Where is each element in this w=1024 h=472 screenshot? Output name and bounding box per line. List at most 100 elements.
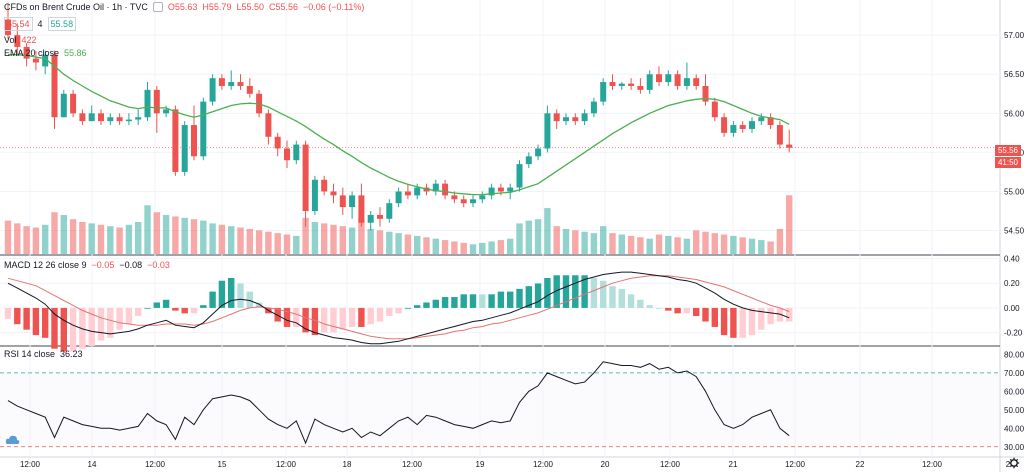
volume-bar: [637, 237, 644, 254]
macd-histogram-bar: [200, 305, 207, 308]
candle-body: [23, 46, 30, 59]
macd-histogram-bar: [507, 291, 514, 308]
macd-histogram-bar: [516, 288, 523, 308]
time-tick-label: 20: [601, 460, 610, 469]
settings-gear-icon[interactable]: [1008, 457, 1020, 469]
macd-histogram-bar: [51, 307, 58, 349]
macd-legend[interactable]: MACD 12 26 close 9 −0.05 −0.08 −0.03: [4, 260, 170, 270]
candle-body: [646, 74, 653, 90]
candle-body: [656, 74, 662, 83]
volume-bar: [739, 237, 746, 254]
volume-bar: [544, 208, 551, 254]
macd-histogram-bar: [553, 275, 560, 308]
macd-histogram-bar: [144, 307, 151, 309]
time-tick-label: 21: [729, 460, 738, 469]
macd-histogram-bar: [497, 291, 505, 308]
candle-body: [311, 179, 318, 212]
macd-histogram-bar: [460, 294, 467, 308]
candle-body: [116, 117, 123, 122]
candle-body: [42, 54, 49, 67]
volume-bar: [79, 222, 86, 254]
macd-hist-value: −0.05: [91, 260, 115, 270]
volume-bar: [562, 228, 570, 254]
macd-histogram-bar: [274, 307, 281, 322]
ema-label: EMA 20 close: [4, 48, 60, 58]
macd-histogram-bar: [544, 278, 551, 308]
volume-bar: [553, 226, 560, 254]
candle-body: [209, 78, 216, 102]
visibility-toggle-icon[interactable]: [152, 2, 163, 12]
macd-label: MACD 12 26 close 9: [4, 260, 87, 270]
volume-bar: [60, 215, 67, 254]
candle-body: [451, 195, 458, 200]
macd-histogram-bar: [423, 302, 430, 308]
candle-body: [460, 199, 467, 204]
volume-bar: [237, 227, 244, 254]
volume-bar: [181, 217, 188, 254]
macd-histogram-bar: [107, 307, 114, 338]
macd-histogram-bar: [767, 307, 774, 325]
macd-histogram-bar: [739, 307, 746, 338]
candle-body: [535, 148, 542, 157]
time-tick-label: 12:00: [145, 460, 166, 469]
macd-tick-label: 0.00: [1004, 304, 1020, 313]
candle-body: [711, 101, 718, 118]
volume-bar: [42, 224, 49, 254]
macd-histogram-bar: [23, 307, 30, 330]
ema-legend[interactable]: EMA 20 close 55.86: [4, 48, 87, 58]
symbol-legend[interactable]: CFDs on Brent Crude Oil · 1h · TVC O55.6…: [4, 2, 364, 12]
candle-body: [665, 74, 672, 83]
volume-bar: [786, 195, 793, 254]
macd-histogram-bar: [702, 307, 709, 322]
macd-histogram-bar: [637, 299, 644, 308]
volume-bar: [627, 235, 635, 254]
macd-tick-label: 0.40: [1004, 254, 1020, 263]
macd-histogram-bar: [758, 307, 765, 330]
volume-bar: [97, 224, 105, 254]
volume-bar: [4, 220, 12, 254]
volume-bar: [330, 224, 337, 254]
volume-bar: [525, 220, 532, 254]
macd-tick-label: -0.20: [1004, 329, 1023, 338]
macd-histogram-bar: [246, 291, 253, 308]
macd-histogram-bar: [97, 307, 105, 341]
volume-bar: [153, 212, 160, 254]
volume-legend[interactable]: Vol 422: [4, 35, 37, 45]
volume-bar: [683, 238, 691, 254]
ema-value: 55.86: [64, 48, 87, 58]
candle-body: [135, 117, 142, 120]
cloud-icon[interactable]: [5, 433, 21, 447]
ohlc-close: C55.56: [268, 2, 299, 12]
macd-signal-value: −0.03: [147, 260, 170, 270]
candle-body: [274, 136, 281, 149]
time-tick-label: 18: [343, 460, 352, 469]
rsi-legend[interactable]: RSI 14 close 36.23: [4, 349, 83, 359]
macd-histogram-bar: [627, 294, 635, 308]
macd-histogram-bar: [135, 307, 142, 317]
candle-body: [32, 58, 39, 63]
volume-bar: [14, 223, 21, 254]
volume-label: Vol: [4, 35, 17, 45]
candle-body: [683, 78, 690, 86]
symbol-label[interactable]: CFDs on Brent Crude Oil · 1h · TVC: [4, 2, 148, 12]
time-tick-label: 19: [476, 460, 485, 469]
volume-bar: [460, 242, 467, 254]
volume-bar: [293, 235, 300, 254]
time-tick-label: 14: [88, 460, 97, 469]
macd-histogram-bar: [618, 288, 625, 308]
candle-body: [88, 113, 95, 122]
ask-price-box[interactable]: 55.58: [47, 17, 77, 31]
volume-bar: [339, 226, 346, 254]
candle-body: [172, 109, 179, 172]
price-tick-label: 56.00: [1004, 109, 1024, 118]
candle-body: [470, 199, 476, 204]
volume-bar: [758, 240, 765, 254]
rsi-value: 36.23: [60, 349, 83, 359]
volume-bar: [507, 238, 514, 254]
volume-bar: [209, 223, 216, 254]
bid-price-box[interactable]: 55.54: [4, 17, 33, 31]
volume-bar: [321, 223, 328, 254]
macd-histogram-bar: [572, 275, 579, 308]
